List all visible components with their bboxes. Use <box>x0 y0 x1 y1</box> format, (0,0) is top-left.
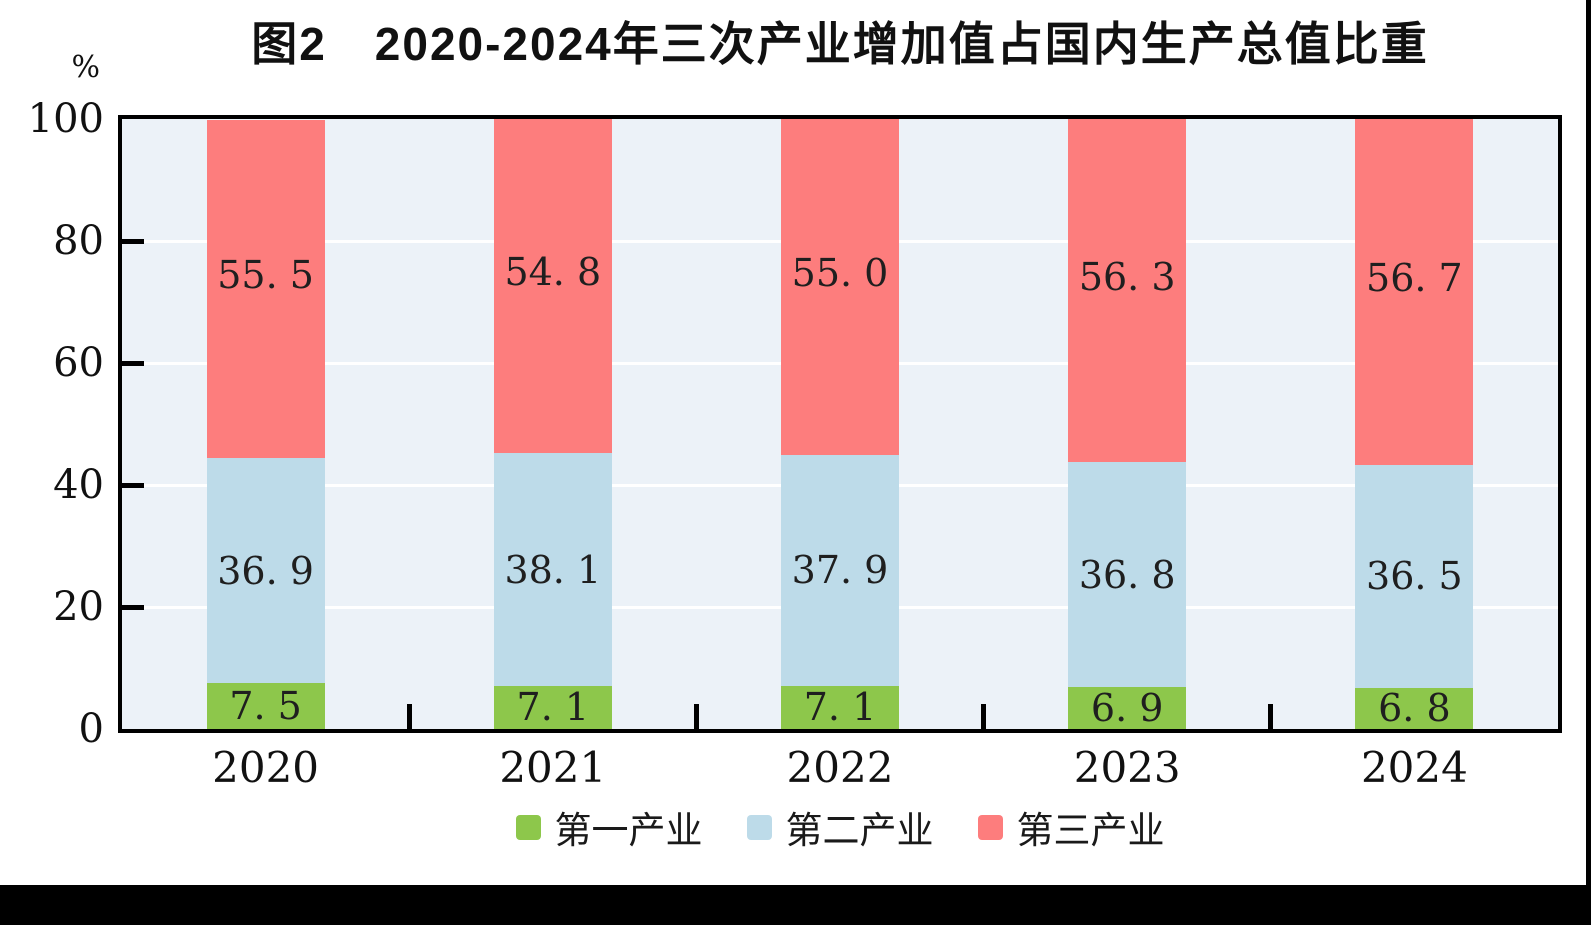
legend-item-第三产业: 第三产业 <box>977 800 1165 854</box>
x-tick-label-2023: 2023 <box>1073 743 1181 792</box>
bar-value-label: 7. 1 <box>803 685 877 730</box>
bar-segment-第二产业-2022: 37. 9 <box>781 454 899 686</box>
plot-area: 7. 5 36. 9 55. 5 7. 1 38. 1 54. 8 7. 1 37. 9 55.… <box>118 115 1562 733</box>
x-tick-label-2022: 2022 <box>786 743 894 792</box>
bar-value-label: 36. 5 <box>1366 554 1463 599</box>
x-tick-label-2020: 2020 <box>212 743 320 792</box>
window-right-edge-line <box>1586 0 1591 925</box>
bar-segment-第三产业-2020: 55. 5 <box>206 119 325 459</box>
bottom-black-strip <box>0 885 1591 925</box>
bar-segment-第三产业-2023: 56. 3 <box>1068 119 1187 463</box>
y-axis-tick-mark <box>122 604 144 610</box>
legend: 第一产业 第二产业 第三产业 <box>118 800 1562 854</box>
y-axis-tick-mark <box>122 482 144 488</box>
bar-value-label: 37. 9 <box>791 548 889 593</box>
legend-label: 第一产业 <box>554 810 703 851</box>
y-axis-tick-mark <box>122 238 144 244</box>
chart-title: 图2 2020-2024年三次产业增加值占国内生产总值比重 <box>251 18 1429 70</box>
plot-inner: 7. 5 36. 9 55. 5 7. 1 38. 1 54. 8 7. 1 37. 9 55.… <box>122 119 1558 729</box>
legend-label: 第二产业 <box>785 810 934 851</box>
bar-segment-第一产业-2022: 7. 1 <box>781 685 899 730</box>
bar-segment-第二产业-2020: 36. 9 <box>206 458 325 684</box>
bar-value-label: 36. 9 <box>217 548 314 593</box>
x-axis-tick-mark <box>406 704 412 729</box>
bar-segment-第一产业-2020: 7. 5 <box>206 683 325 729</box>
legend-item-第一产业: 第一产业 <box>515 800 703 854</box>
x-axis-tick-mark <box>693 704 699 729</box>
y-axis-tick-mark <box>122 360 144 366</box>
bar-value-label: 7. 5 <box>229 684 302 729</box>
bar-value-label: 55. 5 <box>217 252 314 297</box>
bar-segment-第一产业-2023: 6. 9 <box>1068 685 1187 730</box>
legend-swatch <box>515 814 541 840</box>
bar-segment-第三产业-2024: 56. 7 <box>1355 119 1474 465</box>
legend-label: 第三产业 <box>1016 810 1165 851</box>
bar-segment-第二产业-2024: 36. 5 <box>1355 464 1474 688</box>
bar-segment-第三产业-2021: 54. 8 <box>493 119 612 454</box>
x-axis-tick-mark <box>981 704 987 729</box>
bar-value-label: 38. 1 <box>504 547 602 592</box>
legend-swatch <box>746 814 772 840</box>
y-axis-unit-label: % <box>71 50 100 85</box>
y-tick-label-60: 60 <box>53 340 104 386</box>
bar-value-label: 56. 7 <box>1366 255 1463 300</box>
y-tick-label-100: 100 <box>27 96 104 142</box>
y-tick-label-40: 40 <box>53 462 104 508</box>
x-tick-label-2024: 2024 <box>1360 743 1468 792</box>
x-axis-tick-mark <box>1268 704 1274 729</box>
bar-segment-第二产业-2021: 38. 1 <box>493 453 612 686</box>
bar-segment-第一产业-2021: 7. 1 <box>493 685 612 730</box>
x-tick-label-2021: 2021 <box>499 743 607 792</box>
y-tick-label-0: 0 <box>78 706 104 752</box>
bar-segment-第二产业-2023: 36. 8 <box>1068 462 1187 687</box>
bar-value-label: 56. 3 <box>1078 254 1176 299</box>
bar-value-label: 54. 8 <box>504 250 602 295</box>
y-tick-label-20: 20 <box>53 584 104 630</box>
legend-item-第二产业: 第二产业 <box>746 800 934 854</box>
bar-value-label: 6. 9 <box>1090 685 1164 730</box>
bar-value-label: 6. 8 <box>1378 686 1451 731</box>
bar-value-label: 55. 0 <box>791 250 889 295</box>
bar-segment-第三产业-2022: 55. 0 <box>781 119 899 455</box>
y-tick-label-80: 80 <box>53 218 104 264</box>
bar-segment-第一产业-2024: 6. 8 <box>1355 686 1474 731</box>
bar-value-label: 7. 1 <box>516 685 590 730</box>
bar-value-label: 36. 8 <box>1078 552 1176 597</box>
legend-swatch <box>977 814 1003 840</box>
